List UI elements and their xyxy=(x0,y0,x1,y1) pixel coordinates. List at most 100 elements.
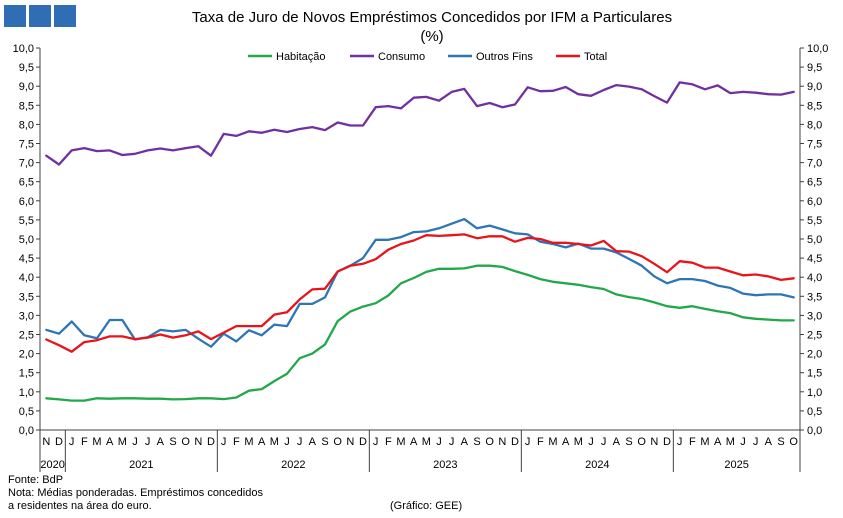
x-tick-label-month: D xyxy=(207,436,215,448)
series-line-consumo xyxy=(45,81,795,166)
x-tick-label-month: J xyxy=(677,436,683,448)
x-tick-label-month: A xyxy=(309,436,317,448)
y-tick-label-left: 6,5 xyxy=(19,177,34,189)
x-tick-label-month: O xyxy=(333,436,342,448)
y-tick-label-left: 6,0 xyxy=(19,196,34,208)
y-tick-label-left: 5,0 xyxy=(19,234,34,246)
x-tick-label-month: S xyxy=(321,436,328,448)
y-tick-label-right: 1,5 xyxy=(807,368,822,380)
x-tick-label-month: M xyxy=(422,436,431,448)
x-tick-label-month: D xyxy=(663,436,671,448)
x-tick-label-month: J xyxy=(601,436,607,448)
x-tick-label-month: N xyxy=(650,436,658,448)
y-tick-label-right: 9,0 xyxy=(807,81,822,93)
y-tick-label-left: 4,5 xyxy=(19,253,34,265)
x-tick-label-month: O xyxy=(637,436,646,448)
x-tick-label-month: J xyxy=(373,436,379,448)
y-tick-label-left: 1,5 xyxy=(19,368,34,380)
x-tick-label-month: M xyxy=(574,436,583,448)
x-tick-label-month: A xyxy=(613,436,621,448)
x-tick-label-month: J xyxy=(449,436,455,448)
y-tick-label-right: 6,5 xyxy=(807,177,822,189)
x-tick-label-month: F xyxy=(537,436,544,448)
y-tick-label-right: 8,5 xyxy=(807,100,822,112)
y-tick-label-left: 4,0 xyxy=(19,272,34,284)
series-line-total xyxy=(45,233,795,353)
x-tick-label-year: 2023 xyxy=(433,459,457,471)
x-tick-label-month: A xyxy=(714,436,722,448)
y-tick-label-right: 0,5 xyxy=(807,406,822,418)
x-tick-label-month: M xyxy=(548,436,557,448)
y-tick-label-right: 8,0 xyxy=(807,119,822,131)
y-tick-label-left: 5,5 xyxy=(19,215,34,227)
x-tick-label-month: M xyxy=(244,436,253,448)
y-tick-label-right: 3,0 xyxy=(807,310,822,322)
y-tick-label-left: 8,0 xyxy=(19,119,34,131)
x-tick-label-month: D xyxy=(55,436,63,448)
x-tick-label-month: J xyxy=(436,436,442,448)
y-tick-label-right: 6,0 xyxy=(807,196,822,208)
y-tick-label-left: 10,0 xyxy=(13,43,34,55)
x-tick-label-month: A xyxy=(461,436,469,448)
x-tick-label-month: J xyxy=(145,436,151,448)
x-tick-label-month: A xyxy=(562,436,570,448)
chart-credit: (Gráfico: GEE) xyxy=(390,500,462,512)
x-tick-label-year: 2020 xyxy=(40,459,64,471)
x-tick-label-month: A xyxy=(258,436,266,448)
x-tick-label-month: J xyxy=(740,436,746,448)
x-tick-label-month: J xyxy=(525,436,531,448)
legend: Habitação Consumo Outros Fins Total xyxy=(248,51,607,63)
y-tick-label-right: 3,5 xyxy=(807,291,822,303)
y-tick-label-left: 9,0 xyxy=(19,81,34,93)
x-tick-label-month: S xyxy=(777,436,784,448)
legend-label-consumo: Consumo xyxy=(378,51,425,63)
x-tick-label-month: A xyxy=(410,436,418,448)
logo-square-1 xyxy=(4,5,26,27)
x-tick-label-month: J xyxy=(297,436,303,448)
x-tick-label-month: M xyxy=(726,436,735,448)
x-tick-label-month: O xyxy=(485,436,494,448)
x-tick-label-month: J xyxy=(753,436,759,448)
chart-subtitle: (%) xyxy=(420,28,443,45)
y-tick-label-left: 9,5 xyxy=(19,62,34,74)
x-tick-label-month: M xyxy=(700,436,709,448)
note-line-1: Nota: Médias ponderadas. Empréstimos con… xyxy=(8,487,263,499)
y-tick-label-right: 9,5 xyxy=(807,62,822,74)
series-line-habitacao xyxy=(45,264,795,402)
x-tick-label-month: M xyxy=(270,436,279,448)
y-tick-label-left: 8,5 xyxy=(19,100,34,112)
y-tick-label-right: 7,5 xyxy=(807,139,822,151)
y-tick-label-left: 2,0 xyxy=(19,349,34,361)
x-tick-label-month: J xyxy=(132,436,138,448)
x-tick-label-month: J xyxy=(284,436,290,448)
x-tick-label-month: F xyxy=(385,436,392,448)
y-tick-label-left: 1,0 xyxy=(19,387,34,399)
x-tick-label-month: J xyxy=(69,436,75,448)
x-tick-label-month: F xyxy=(81,436,88,448)
y-tick-label-left: 3,5 xyxy=(19,291,34,303)
x-tick-label-month: J xyxy=(221,436,227,448)
y-tick-label-left: 3,0 xyxy=(19,310,34,322)
x-tick-label-month: N xyxy=(194,436,202,448)
y-tick-label-right: 10,0 xyxy=(807,43,828,55)
x-tick-label-year: 2024 xyxy=(585,459,609,471)
y-tick-label-right: 5,5 xyxy=(807,215,822,227)
x-tick-label-month: N xyxy=(346,436,354,448)
y-axis-ticks: 0,0 0,0 0,5 0,5 1,0 1,0 1,5 1,5 2,0 2,0 2,5 2,5 3,0 3… xyxy=(13,43,829,437)
y-tick-label-left: 0,0 xyxy=(19,425,34,437)
x-tick-label-month: N xyxy=(42,436,50,448)
x-tick-label-month: F xyxy=(233,436,240,448)
y-tick-label-right: 4,0 xyxy=(807,272,822,284)
legend-label-habitacao: Habitação xyxy=(276,51,326,63)
source-note: Fonte: BdP xyxy=(8,474,63,486)
y-tick-label-left: 0,5 xyxy=(19,406,34,418)
y-tick-label-right: 4,5 xyxy=(807,253,822,265)
legend-label-outros-fins: Outros Fins xyxy=(476,51,533,63)
x-tick-label-month: A xyxy=(106,436,114,448)
y-tick-label-right: 2,5 xyxy=(807,330,822,342)
x-tick-label-month: A xyxy=(765,436,773,448)
y-tick-label-left: 2,5 xyxy=(19,330,34,342)
